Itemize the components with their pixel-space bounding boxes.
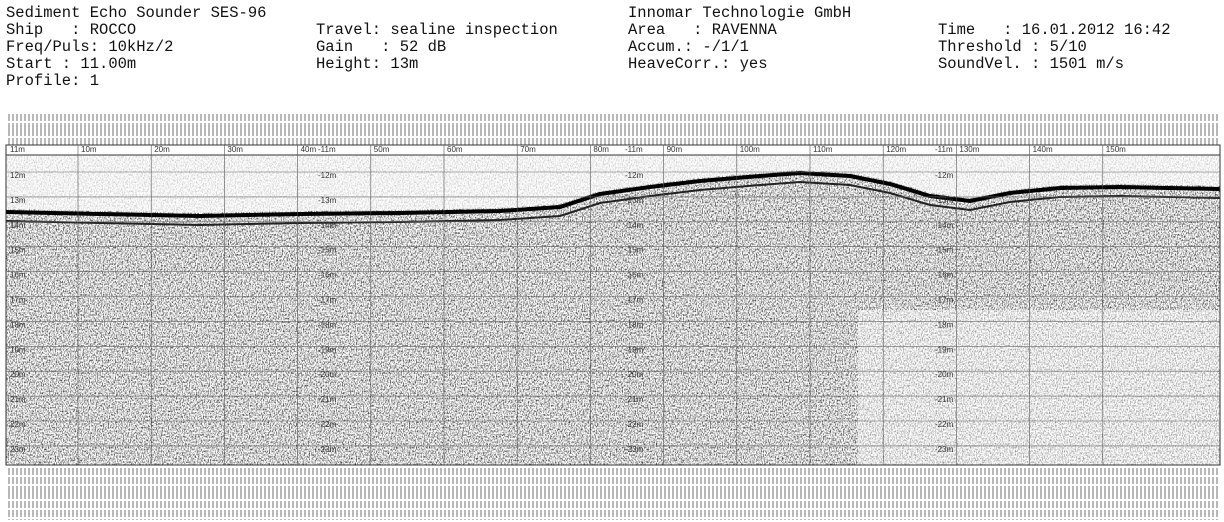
distance-label: 10m — [81, 145, 97, 154]
depth-marker: -21m — [625, 395, 644, 404]
depth-marker: -13m — [625, 196, 644, 205]
depth-marker: -12m — [318, 171, 337, 180]
top-annotation-strip — [6, 112, 1220, 145]
page: {"header": { "rows": [ ["Sediment Echo S… — [0, 0, 1224, 522]
depth-marker: -19m — [935, 345, 954, 354]
depth-label: 18m — [10, 320, 26, 329]
distance-label: 20m — [154, 145, 170, 154]
depth-marker: -11m — [935, 145, 953, 154]
depth-marker: -20m — [318, 370, 337, 379]
distance-label: 60m — [447, 145, 463, 154]
depth-marker: -11m — [318, 145, 336, 154]
depth-label: 13m — [10, 196, 26, 205]
depth-marker: -23m — [318, 445, 337, 454]
depth-marker: -22m — [935, 420, 954, 429]
depth-marker: -18m — [318, 320, 337, 329]
depth-marker: -17m — [318, 296, 337, 305]
distance-label: 40m — [301, 145, 317, 154]
depth-marker: -16m — [625, 271, 644, 280]
depth-marker: -13m — [935, 196, 954, 205]
depth-marker: -16m — [318, 271, 337, 280]
depth-marker: -17m — [625, 296, 644, 305]
depth-marker: -18m — [935, 320, 954, 329]
depth-label: 11m — [10, 145, 25, 154]
depth-marker: -23m — [625, 445, 644, 454]
depth-marker: -13m — [318, 196, 337, 205]
record-area — [6, 155, 1220, 465]
depth-marker: -12m — [625, 171, 644, 180]
depth-label: 22m — [10, 420, 26, 429]
bottom-annotation-strip — [6, 467, 1220, 520]
depth-label: 19m — [10, 345, 26, 354]
depth-label: 17m — [10, 296, 26, 305]
depth-label: 20m — [10, 370, 26, 379]
distance-label: 80m — [593, 145, 609, 154]
depth-marker: -18m — [625, 320, 644, 329]
depth-marker: -21m — [935, 395, 954, 404]
distance-label: 110m — [813, 145, 833, 154]
depth-marker: -12m — [935, 171, 954, 180]
depth-marker: -22m — [318, 420, 337, 429]
distance-label: 50m — [374, 145, 390, 154]
distance-label: 140m — [1033, 145, 1053, 154]
depth-marker: -15m — [935, 246, 954, 255]
depth-marker: -17m — [935, 296, 954, 305]
depth-marker: -23m — [935, 445, 954, 454]
depth-label: 21m — [10, 395, 26, 404]
depth-marker: -19m — [625, 345, 644, 354]
depth-marker: -22m — [625, 420, 644, 429]
distance-label: 120m — [886, 145, 906, 154]
depth-marker: -16m — [935, 271, 954, 280]
depth-marker: -14m — [625, 221, 644, 230]
depth-marker: -15m — [625, 246, 644, 255]
distance-label: 90m — [667, 145, 683, 154]
depth-marker: -15m — [318, 246, 337, 255]
distance-label: 70m — [520, 145, 536, 154]
depth-label: 14m — [10, 221, 26, 230]
depth-marker: -21m — [318, 395, 337, 404]
distance-label: 130m — [959, 145, 979, 154]
depth-marker: -14m — [318, 221, 337, 230]
distance-label: 30m — [227, 145, 243, 154]
depth-label: 12m — [10, 171, 26, 180]
depth-marker: -20m — [625, 370, 644, 379]
depth-label: 16m — [10, 271, 26, 280]
depth-label: 15m — [10, 246, 26, 255]
depth-marker: -20m — [935, 370, 954, 379]
fade — [858, 310, 1220, 465]
depth-marker: -14m — [935, 221, 954, 230]
depth-marker: -19m — [318, 345, 337, 354]
depth-label: 23m — [10, 445, 26, 454]
depth-marker: -11m — [625, 145, 643, 154]
echogram: 11m 10m 20m 30m 40m 50m 60m 70m 80m 90m 100m 110m 12… — [0, 0, 1224, 522]
distance-label: 150m — [1106, 145, 1126, 154]
distance-label: 100m — [740, 145, 760, 154]
